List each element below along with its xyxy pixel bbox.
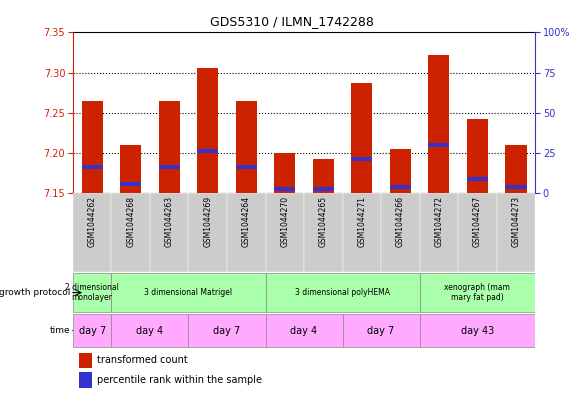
Text: xenograph (mam
mary fat pad): xenograph (mam mary fat pad) bbox=[444, 283, 510, 302]
Text: growth protocol: growth protocol bbox=[0, 288, 70, 297]
Bar bbox=[73, 314, 111, 347]
Bar bbox=[343, 314, 420, 347]
Bar bbox=[351, 157, 373, 161]
Text: 3 dimensional polyHEMA: 3 dimensional polyHEMA bbox=[295, 288, 390, 297]
Bar bbox=[312, 187, 334, 191]
Bar bbox=[265, 314, 343, 347]
Text: transformed count: transformed count bbox=[97, 355, 188, 365]
Bar bbox=[236, 101, 257, 193]
Bar bbox=[274, 187, 296, 191]
Text: day 7: day 7 bbox=[79, 325, 106, 336]
Bar bbox=[120, 145, 141, 193]
Bar bbox=[159, 165, 180, 169]
Bar bbox=[236, 165, 257, 169]
Bar bbox=[197, 68, 218, 193]
Bar bbox=[73, 273, 111, 312]
Bar bbox=[390, 149, 411, 193]
Bar bbox=[351, 83, 373, 193]
Text: GSM1044263: GSM1044263 bbox=[164, 196, 174, 247]
Text: day 4: day 4 bbox=[290, 325, 318, 336]
Bar bbox=[111, 314, 188, 347]
Bar bbox=[467, 119, 488, 193]
Text: GSM1044262: GSM1044262 bbox=[87, 196, 97, 247]
Bar bbox=[304, 193, 343, 272]
Bar bbox=[505, 145, 526, 193]
Text: GSM1044267: GSM1044267 bbox=[473, 196, 482, 247]
Bar bbox=[150, 193, 188, 272]
Text: 2 dimensional
monolayer: 2 dimensional monolayer bbox=[65, 283, 119, 302]
Text: GSM1044269: GSM1044269 bbox=[203, 196, 212, 247]
Bar bbox=[120, 182, 141, 186]
Text: day 7: day 7 bbox=[213, 325, 241, 336]
Text: GDS5310 / ILMN_1742288: GDS5310 / ILMN_1742288 bbox=[209, 15, 374, 28]
Bar bbox=[420, 193, 458, 272]
Text: time: time bbox=[50, 326, 70, 335]
Bar bbox=[505, 185, 526, 189]
Text: GSM1044271: GSM1044271 bbox=[357, 196, 366, 247]
Bar bbox=[82, 101, 103, 193]
Bar bbox=[265, 273, 420, 312]
Bar bbox=[227, 193, 265, 272]
Text: day 43: day 43 bbox=[461, 325, 494, 336]
Bar bbox=[111, 273, 265, 312]
Bar bbox=[420, 314, 535, 347]
Text: 3 dimensional Matrigel: 3 dimensional Matrigel bbox=[145, 288, 233, 297]
Bar bbox=[343, 193, 381, 272]
Bar bbox=[390, 185, 411, 189]
Bar bbox=[159, 101, 180, 193]
Bar bbox=[429, 143, 449, 147]
Bar bbox=[265, 193, 304, 272]
Text: percentile rank within the sample: percentile rank within the sample bbox=[97, 375, 262, 386]
Bar bbox=[420, 273, 535, 312]
Bar bbox=[381, 193, 420, 272]
Text: GSM1044266: GSM1044266 bbox=[396, 196, 405, 247]
Bar bbox=[429, 55, 449, 193]
Text: GSM1044264: GSM1044264 bbox=[242, 196, 251, 247]
Bar bbox=[73, 193, 111, 272]
Bar bbox=[188, 193, 227, 272]
Bar bbox=[197, 149, 218, 154]
Text: day 4: day 4 bbox=[136, 325, 163, 336]
Text: GSM1044265: GSM1044265 bbox=[319, 196, 328, 247]
Text: GSM1044268: GSM1044268 bbox=[126, 196, 135, 247]
Bar bbox=[111, 193, 150, 272]
Bar bbox=[458, 193, 497, 272]
Text: day 7: day 7 bbox=[367, 325, 395, 336]
Bar bbox=[312, 159, 334, 193]
Text: GSM1044270: GSM1044270 bbox=[280, 196, 289, 247]
Bar bbox=[188, 314, 265, 347]
Bar bbox=[274, 153, 296, 193]
Text: GSM1044272: GSM1044272 bbox=[434, 196, 444, 247]
Bar bbox=[467, 177, 488, 181]
Bar bbox=[497, 193, 535, 272]
Text: GSM1044273: GSM1044273 bbox=[511, 196, 521, 247]
Bar bbox=[82, 165, 103, 169]
